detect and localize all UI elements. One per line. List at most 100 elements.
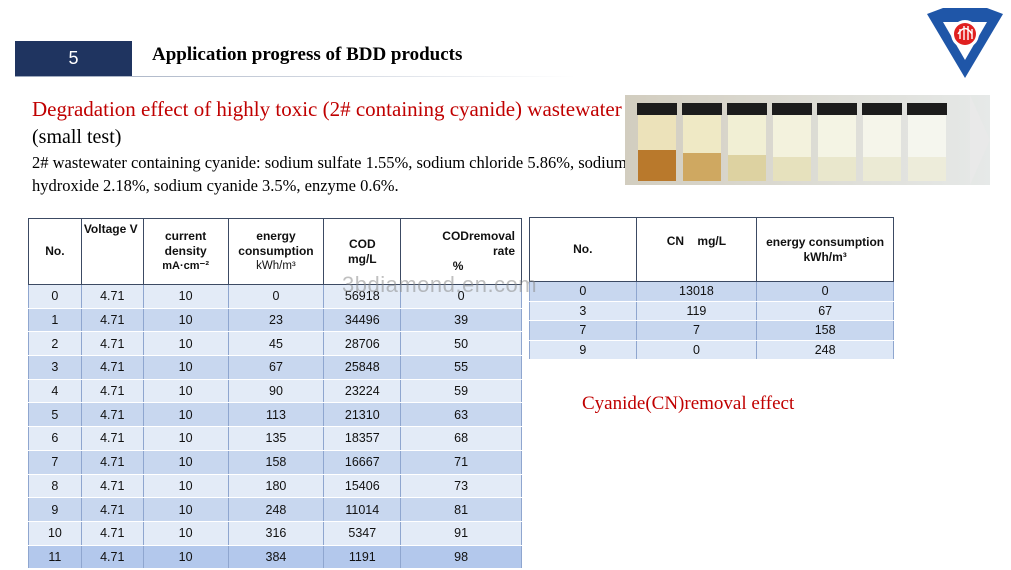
table-cell: 59	[400, 378, 522, 404]
table-cell: 23224	[323, 378, 402, 404]
section-number-badge: 5	[15, 41, 132, 76]
table-cell: 4.71	[80, 426, 144, 451]
table-cell: 10	[142, 402, 229, 428]
table-cell: 384	[227, 544, 325, 570]
removal-unit: %	[452, 259, 464, 273]
table-cell: 9	[529, 339, 637, 360]
table-row: 4 4.71 10 90 23224 59	[28, 378, 522, 404]
table-cell: 113	[227, 402, 325, 428]
table-header-row: No. CN mg/L energy consumption kWh/m³	[529, 217, 894, 282]
table-cell: 73	[400, 473, 522, 499]
table-cell: 10	[142, 331, 229, 357]
page-title: Application progress of BDD products	[152, 44, 463, 65]
table-cell: 91	[400, 520, 522, 546]
table-cell: 180	[227, 473, 325, 499]
table-cell: 2	[28, 331, 82, 357]
table-cell: 4	[28, 378, 82, 404]
col-cn: CN mg/L	[635, 217, 758, 282]
table-cell: 90	[227, 378, 325, 404]
table-cell: 7	[28, 449, 82, 475]
table-cell: 316	[227, 520, 325, 546]
table-cell: 248	[227, 497, 325, 522]
table-cell: 25848	[323, 355, 402, 380]
company-logo	[927, 8, 1003, 78]
table-cell: 1	[28, 307, 82, 333]
table-cell: 0	[635, 339, 758, 360]
table-cell: 9	[28, 497, 82, 522]
table-cell: 10	[142, 497, 229, 522]
table-cell: 158	[227, 449, 325, 475]
table-row: 3 119 67	[529, 300, 894, 321]
removal-label: CODremoval	[442, 229, 515, 243]
col-cod: COD mg/L	[323, 218, 402, 285]
table-cell: 67	[756, 300, 894, 321]
table-cell: 4.71	[80, 497, 144, 522]
table-cell: 0	[28, 284, 82, 309]
table-cell: 4.71	[80, 473, 144, 499]
table-cell: 3	[529, 300, 637, 321]
table-row: 5 4.71 10 113 21310 63	[28, 402, 522, 428]
table-cell: 28706	[323, 331, 402, 357]
table-cell: 15406	[323, 473, 402, 499]
table-cell: 10	[28, 520, 82, 546]
table-cell: 10	[142, 284, 229, 309]
table-cell: 13018	[635, 281, 758, 302]
table-cell: 10	[142, 355, 229, 380]
col-voltage: Voltage V	[80, 218, 144, 285]
table-row: 0 13018 0	[529, 281, 894, 302]
table-row: 9 4.71 10 248 11014 81	[28, 497, 522, 522]
current-density-label: current density	[164, 229, 207, 258]
table-cell: 4.71	[80, 284, 144, 309]
table-cell: 158	[756, 320, 894, 341]
cyanide-removal-table: No. CN mg/L energy consumption kWh/m³ 0 13…	[529, 217, 894, 360]
table-cell: 63	[400, 402, 522, 428]
cod-unit: mg/L	[347, 251, 377, 266]
table-row: 0 4.71 10 0 56918 0	[28, 284, 522, 309]
table-cell: 39	[400, 307, 522, 333]
table-cell: 11	[28, 544, 82, 570]
table-header-row: No. Voltage V current density mA·cm⁻² ene…	[28, 218, 522, 285]
table-cell: 34496	[323, 307, 402, 333]
table-cell: 5347	[323, 520, 402, 546]
heading-red-text: Degradation effect of highly toxic (2# c…	[32, 97, 622, 121]
cyanide-caption: Cyanide(CN)removal effect	[582, 393, 795, 414]
table-cell: 4.71	[80, 378, 144, 404]
table-cell: 68	[400, 426, 522, 451]
table-cell: 23	[227, 307, 325, 333]
col-removal: CODremoval rate%	[400, 218, 522, 285]
table-cell: 4.71	[80, 402, 144, 428]
table-cell: 0	[227, 284, 325, 309]
table-cell: 45	[227, 331, 325, 357]
table-cell: 3	[28, 355, 82, 380]
table-cell: 98	[400, 544, 522, 570]
cod-removal-table: No. Voltage V current density mA·cm⁻² ene…	[28, 218, 522, 570]
watermark-text: 3bdiamond.en.com	[342, 272, 538, 297]
table-cell: 0	[400, 284, 522, 309]
header-divider	[15, 76, 575, 77]
energy-label: energy consumption	[766, 234, 885, 249]
table-cell: 18357	[323, 426, 402, 451]
table-cell: 10	[142, 449, 229, 475]
table-cell: 10	[142, 520, 229, 546]
table-row: 3 4.71 10 67 25848 55	[28, 355, 522, 380]
table-cell: 135	[227, 426, 325, 451]
col-energy: energy consumption kWh/m³	[227, 218, 325, 285]
heading-black-text: (small test)	[32, 126, 122, 148]
table-cell: 7	[529, 320, 637, 341]
wastewater-description: 2# wastewater containing cyanide: sodium…	[32, 153, 627, 195]
table-cell: 10	[142, 426, 229, 451]
table-cell: 4.71	[80, 307, 144, 333]
table-cell: 10	[142, 544, 229, 570]
table-cell: 10	[142, 378, 229, 404]
col-current-density: current density mA·cm⁻²	[142, 218, 229, 285]
table-row: 7 7 158	[529, 320, 894, 341]
table-cell: 50	[400, 331, 522, 357]
table-cell: 16667	[323, 449, 402, 475]
table-cell: 10	[142, 307, 229, 333]
table-cell: 55	[400, 355, 522, 380]
table-cell: 248	[756, 339, 894, 360]
table-row: 10 4.71 10 316 5347 91	[28, 520, 522, 546]
table-cell: 4.71	[80, 449, 144, 475]
table-cell: 4.71	[80, 355, 144, 380]
degradation-heading: Degradation effect of highly toxic (2# c…	[32, 96, 632, 150]
